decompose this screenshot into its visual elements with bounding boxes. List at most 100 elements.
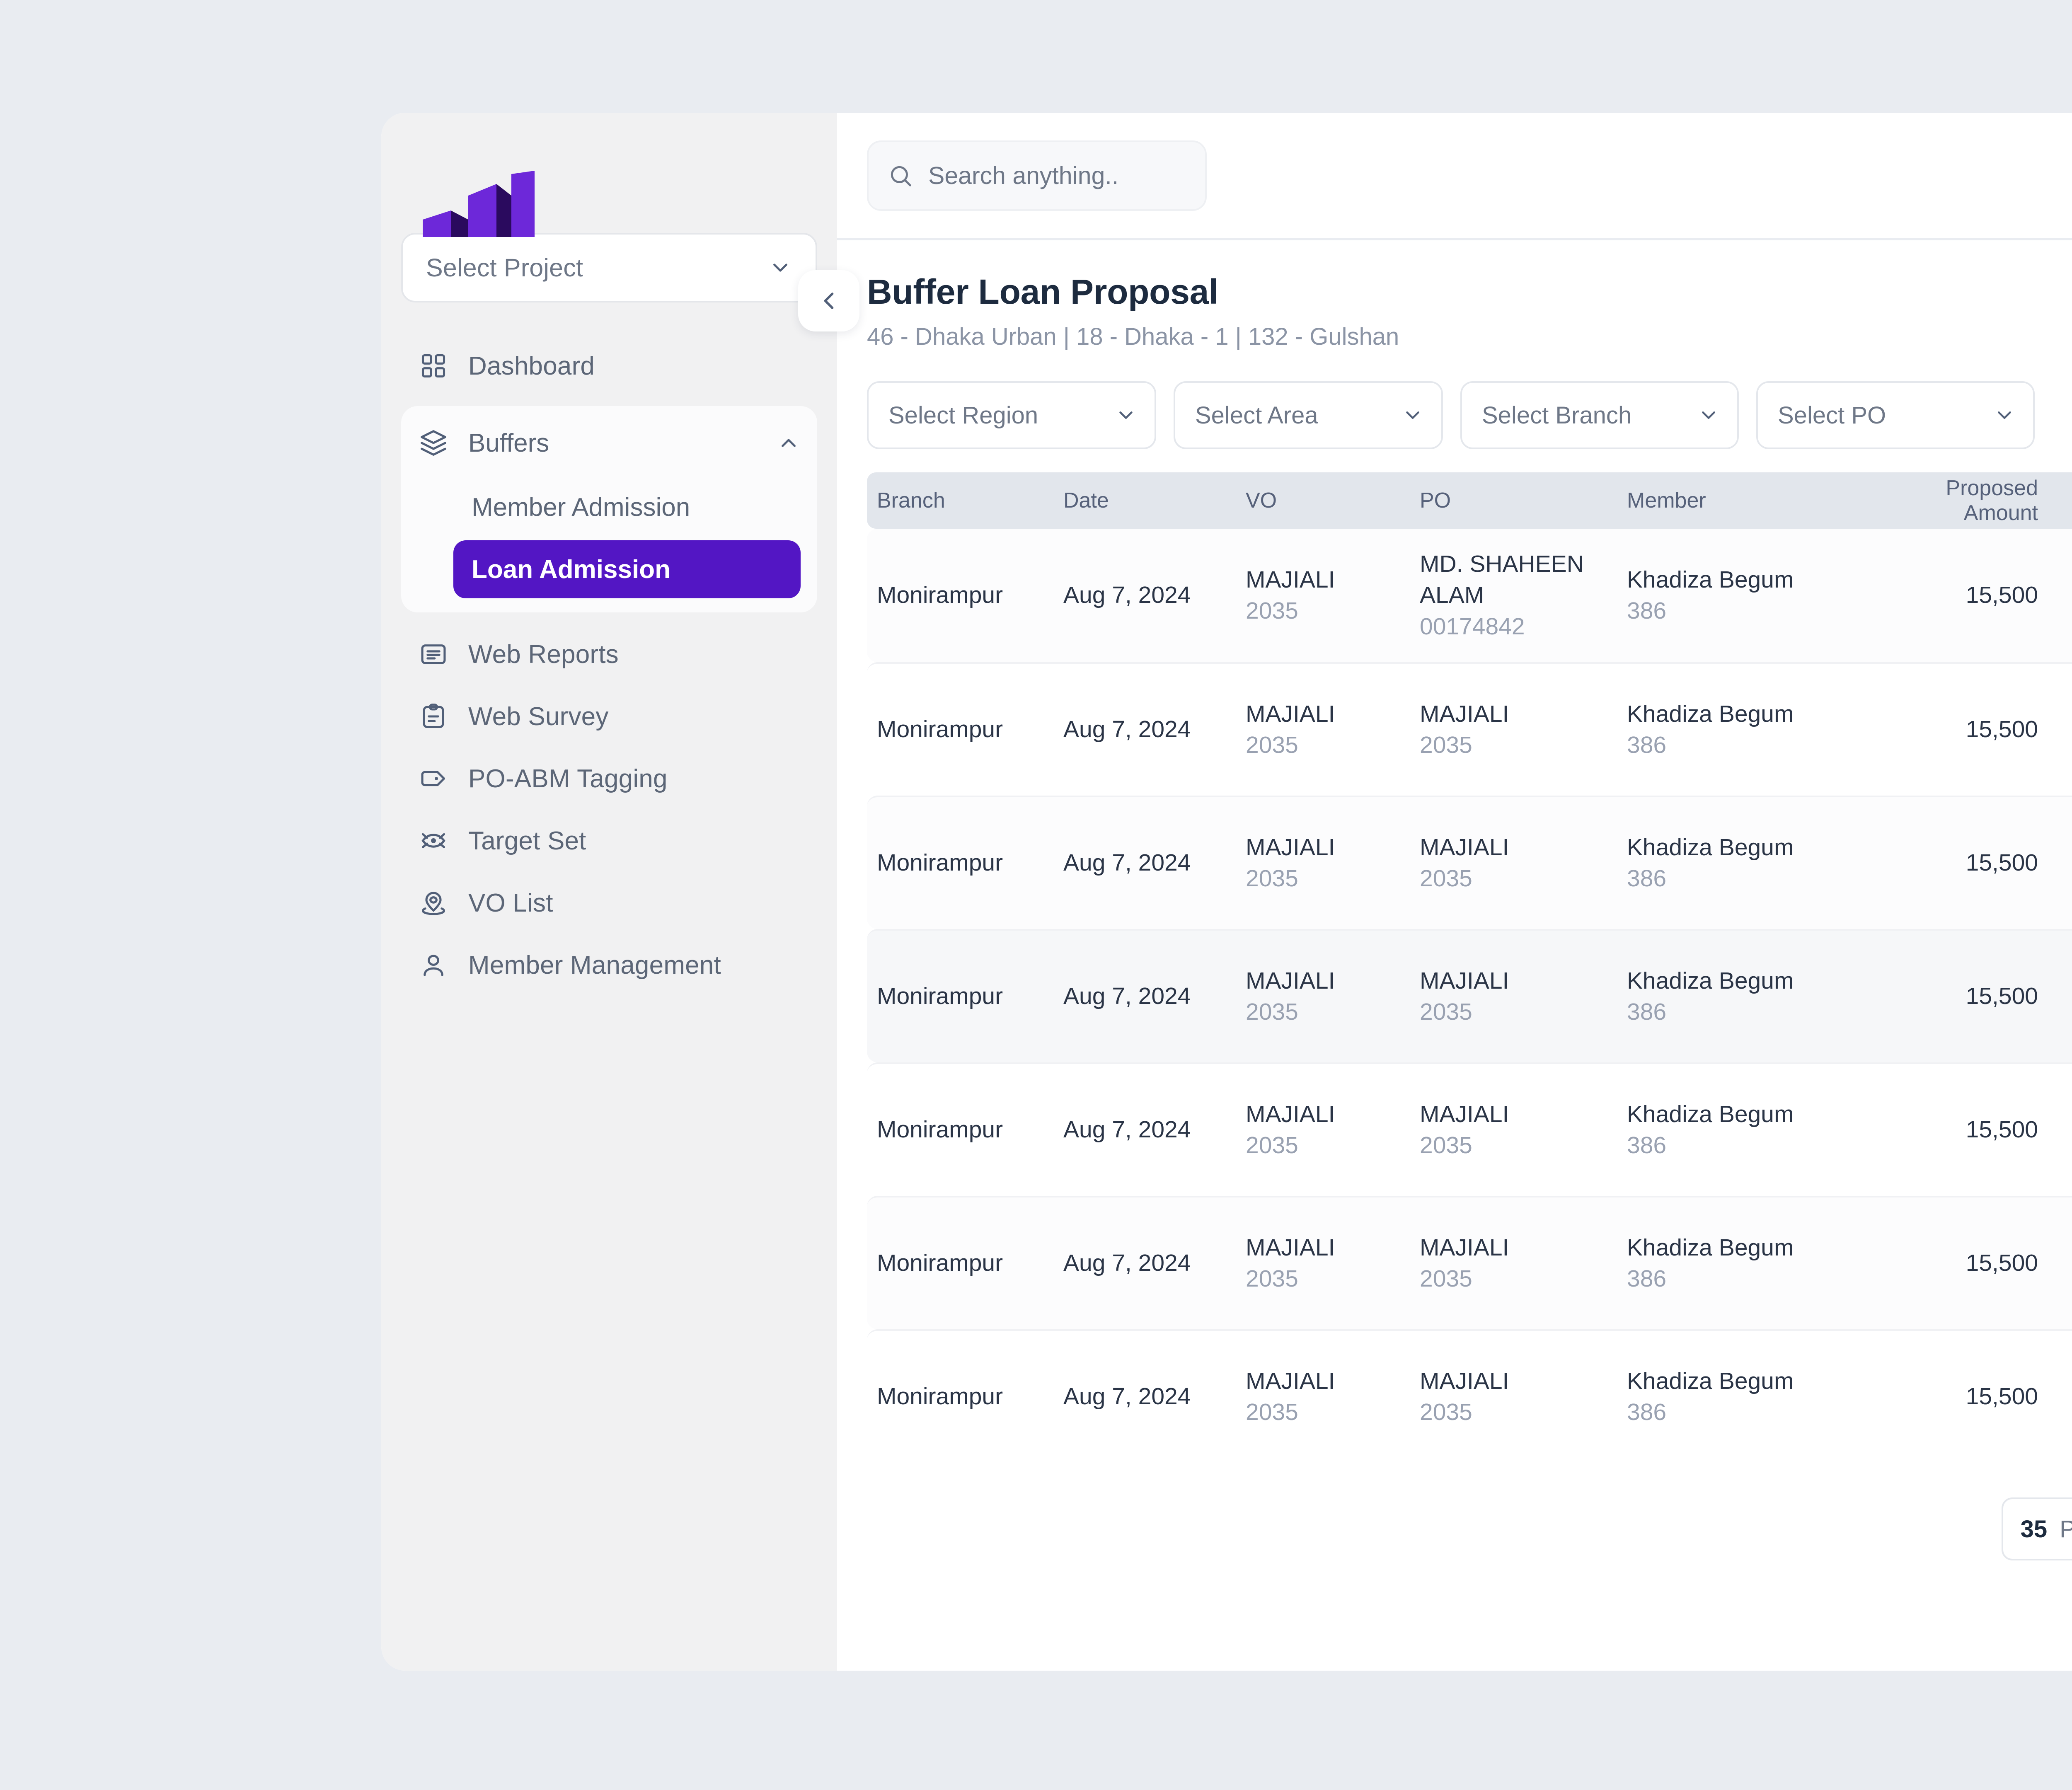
select-branch-label: Select Branch <box>1482 402 1632 429</box>
select-region[interactable]: Select Region <box>867 381 1156 449</box>
cell-po-code: 00174842 <box>1420 613 1525 640</box>
table-row[interactable]: Monirampur Aug 7, 2024 MAJIALI 2035 MAJI… <box>867 1196 2072 1329</box>
per-page-selector[interactable]: 35 Per Page <box>2001 1497 2072 1560</box>
chevron-down-icon <box>773 264 787 272</box>
per-page-value: 35 <box>2020 1515 2048 1543</box>
project-select[interactable]: Select Project <box>401 233 817 302</box>
sidebar-item-web-reports[interactable]: Web Reports <box>401 623 817 685</box>
cell-branch: Monirampur <box>877 582 1003 609</box>
cell-vo-code: 2035 <box>1246 1399 1298 1425</box>
grid-icon <box>418 350 449 382</box>
cell-vo-name: MAJIALI <box>1246 967 1335 994</box>
cell-date: Aug 7, 2024 <box>1063 849 1191 876</box>
cell-vo-name: MAJIALI <box>1246 1234 1335 1261</box>
cell-po-code: 2035 <box>1420 732 1472 758</box>
cell-proposed-amount: 15,500 <box>1965 1383 2038 1410</box>
chevron-left-icon <box>824 293 834 309</box>
cell-proposed-amount: 15,500 <box>1965 983 2038 1010</box>
cell-vo: MAJIALI 2035 <box>1244 1099 1418 1161</box>
cell-po: MAJIALI 2035 <box>1418 699 1625 761</box>
table-row[interactable]: Monirampur Aug 7, 2024 MAJIALI 2035 MAJI… <box>867 1062 2072 1196</box>
sidebar-item-target-set[interactable]: Target Set <box>401 810 817 872</box>
column-header-member: Member <box>1627 488 1706 513</box>
cell-po-code: 2035 <box>1420 1399 1472 1425</box>
cell-branch: Monirampur <box>877 983 1003 1010</box>
select-po-label: Select PO <box>1778 402 1886 429</box>
cell-po: MAJIALI 2035 <box>1418 1099 1625 1161</box>
cell-vo: MAJIALI 2035 <box>1244 564 1418 626</box>
table-header-row: Branch Date VO PO Member Proposed Amount… <box>867 472 2072 529</box>
cell-member-name: Khadiza Begum <box>1627 1367 1794 1394</box>
app-logo[interactable] <box>401 113 817 237</box>
breadcrumb: 46 - Dhaka Urban | 18 - Dhaka - 1 | 132 … <box>867 323 1399 350</box>
sidebar-item-dashboard[interactable]: Dashboard <box>401 335 817 397</box>
app-window: Select Project Dashboard <box>381 113 2072 1671</box>
cell-branch: Monirampur <box>877 1116 1003 1143</box>
sidebar-subitem-loan-admission[interactable]: Loan Admission <box>453 540 801 598</box>
chevron-down-icon <box>1119 411 1133 419</box>
column-header-vo: VO <box>1246 488 1277 513</box>
cell-date: Aug 7, 2024 <box>1063 1250 1191 1277</box>
cell-vo-code: 2035 <box>1246 732 1298 758</box>
cell-po: MD. SHAHEEN ALAM 00174842 <box>1418 549 1625 642</box>
sidebar-subitem-label: Loan Admission <box>472 555 670 584</box>
user-icon <box>418 949 449 981</box>
cell-vo: MAJIALI 2035 <box>1244 699 1418 761</box>
column-header-po: PO <box>1420 488 1451 513</box>
table-row[interactable]: Monirampur Aug 7, 2024 MAJIALI 2035 MAJI… <box>867 796 2072 929</box>
chevron-up-icon <box>782 439 796 447</box>
select-po[interactable]: Select PO <box>1756 381 2035 449</box>
cell-po: MAJIALI 2035 <box>1418 1366 1625 1428</box>
sidebar-item-po-abm-tagging[interactable]: PO-ABM Tagging <box>401 747 817 810</box>
search-placeholder: Search anything.. <box>928 162 1119 189</box>
cell-po-name: MAJIALI <box>1420 1234 1509 1261</box>
select-area[interactable]: Select Area <box>1174 381 1443 449</box>
cell-date: Aug 7, 2024 <box>1063 983 1191 1010</box>
sidebar-item-web-survey[interactable]: Web Survey <box>401 685 817 747</box>
location-pin-icon <box>418 887 449 919</box>
table-row[interactable]: Monirampur Aug 7, 2024 MAJIALI 2035 MAJI… <box>867 1329 2072 1463</box>
sidebar-item-label: PO-ABM Tagging <box>468 764 668 793</box>
cell-po: MAJIALI 2035 <box>1418 965 1625 1028</box>
report-card-icon <box>418 639 449 670</box>
proposals-table: Branch Date VO PO Member Proposed Amount… <box>867 472 2072 1463</box>
per-page-label: Per Page <box>2060 1515 2072 1543</box>
cell-member: Khadiza Begum 386 <box>1625 1099 1866 1161</box>
cell-vo-code: 2035 <box>1246 865 1298 892</box>
cell-member-code: 386 <box>1627 597 1667 624</box>
table-row[interactable]: Monirampur Aug 7, 2024 MAJIALI 2035 MAJI… <box>867 929 2072 1062</box>
cell-po-code: 2035 <box>1420 1132 1472 1159</box>
cell-po-name: MAJIALI <box>1420 967 1509 994</box>
cell-member-code: 386 <box>1627 1132 1667 1159</box>
table-row[interactable]: Monirampur Aug 7, 2024 MAJIALI 2035 MAJI… <box>867 662 2072 796</box>
cell-date: Aug 7, 2024 <box>1063 1383 1191 1410</box>
sidebar-item-label: Dashboard <box>468 351 595 380</box>
cell-approved-amount: 0 <box>2040 981 2072 1012</box>
select-branch[interactable]: Select Branch <box>1460 381 1739 449</box>
chevron-down-icon <box>1702 411 1715 419</box>
sidebar-item-member-management[interactable]: Member Management <box>401 934 817 996</box>
sidebar-item-buffers[interactable]: Buffers <box>401 412 817 474</box>
table-row[interactable]: Monirampur Aug 7, 2024 MAJIALI 2035 MD. … <box>867 529 2072 662</box>
column-header-date: Date <box>1063 488 1109 513</box>
cell-member-code: 386 <box>1627 1265 1667 1292</box>
cell-proposed-amount: 15,500 <box>1965 582 2038 609</box>
cell-po-code: 2035 <box>1420 865 1472 892</box>
cell-vo-name: MAJIALI <box>1246 1367 1335 1394</box>
sidebar-item-label: Target Set <box>468 826 586 855</box>
cell-po-code: 2035 <box>1420 999 1472 1025</box>
cell-approved-amount: 0 <box>2040 580 2072 611</box>
cell-po-code: 2035 <box>1420 1265 1472 1292</box>
cell-branch: Monirampur <box>877 1383 1003 1410</box>
cell-date: Aug 7, 2024 <box>1063 716 1191 743</box>
cell-proposed-amount: 15,500 <box>1965 849 2038 876</box>
sidebar-subitem-member-admission[interactable]: Member Admission <box>453 478 801 536</box>
cell-po-name: MAJIALI <box>1420 834 1509 861</box>
cell-vo-name: MAJIALI <box>1246 566 1335 593</box>
search-input[interactable]: Search anything.. <box>867 140 1207 211</box>
cell-approved-amount: 0 <box>2040 1381 2072 1412</box>
sidebar-collapse-button[interactable] <box>798 270 859 331</box>
sidebar-item-vo-list[interactable]: VO List <box>401 872 817 934</box>
page-title: Buffer Loan Proposal <box>867 272 1219 311</box>
cell-member: Khadiza Begum 386 <box>1625 1232 1866 1294</box>
